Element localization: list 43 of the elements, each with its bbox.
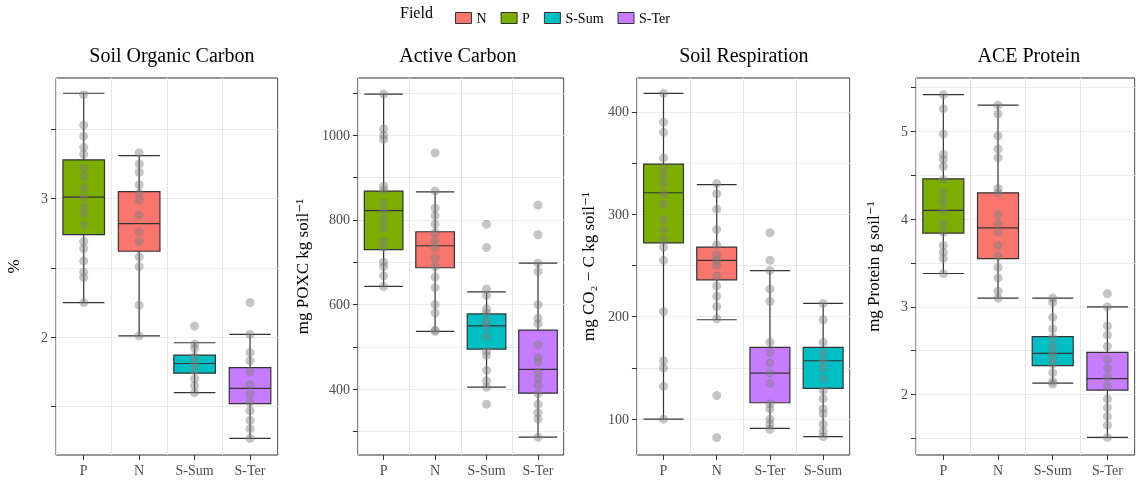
y-tick-label: 2 bbox=[41, 329, 48, 345]
x-tick-label: S-Ter bbox=[753, 462, 786, 478]
chart-title: Soil Organic Carbon bbox=[89, 44, 255, 67]
x-tick-label: P bbox=[659, 462, 668, 478]
y-axis-title: % bbox=[4, 259, 23, 274]
y-tick-label: 5 bbox=[901, 123, 909, 139]
x-tick-label: P bbox=[379, 462, 388, 478]
chart-title: Active Carbon bbox=[399, 44, 517, 66]
y-tick-label: 200 bbox=[607, 309, 629, 325]
legend-title: Field bbox=[400, 3, 433, 21]
x-tick-label: S-Ter bbox=[1092, 462, 1124, 478]
legend-label: S-Ter bbox=[639, 10, 671, 26]
x-tick-label: S-Ter bbox=[234, 462, 266, 478]
x-tick-label: S-Ter bbox=[522, 462, 554, 478]
y-tick-label: 400 bbox=[328, 381, 350, 397]
y-tick-label: 300 bbox=[607, 206, 629, 222]
y-tick-label: 4 bbox=[901, 211, 909, 227]
y-tick-label: 1000 bbox=[321, 127, 350, 143]
y-tick-label: 400 bbox=[607, 104, 629, 120]
y-axis-title: mg CO₂ − C kg soil⁻¹ bbox=[578, 191, 598, 342]
x-tick-label: N bbox=[134, 462, 145, 478]
x-tick-label: N bbox=[993, 462, 1004, 478]
legend-label: N bbox=[476, 10, 487, 26]
y-tick-label: 2 bbox=[901, 387, 909, 402]
y-tick-label: 600 bbox=[328, 297, 350, 313]
x-tick-label: S-Sum bbox=[1033, 462, 1073, 478]
chart-title: Soil Respiration bbox=[678, 44, 809, 67]
x-tick-label: S-Sum bbox=[175, 462, 214, 478]
x-tick-label: N bbox=[711, 462, 722, 478]
y-tick-label: 800 bbox=[328, 212, 350, 228]
x-tick-label: S-Sum bbox=[467, 462, 506, 478]
y-tick-label: 100 bbox=[607, 411, 629, 427]
x-tick-label: P bbox=[939, 462, 948, 478]
y-tick-label: 3 bbox=[901, 299, 909, 315]
legend-label: P bbox=[522, 10, 531, 26]
y-axis-title: mg POXC kg soil⁻¹ bbox=[292, 198, 312, 335]
y-tick-label: 3 bbox=[41, 191, 48, 207]
chart-title: ACE Protein bbox=[977, 44, 1081, 66]
x-tick-label: N bbox=[429, 462, 440, 478]
legend-label: S-Sum bbox=[565, 10, 604, 26]
x-tick-label: S-Sum bbox=[803, 462, 842, 478]
x-tick-label: P bbox=[79, 462, 88, 478]
y-axis-title: mg Protein g soil⁻¹ bbox=[864, 201, 884, 332]
